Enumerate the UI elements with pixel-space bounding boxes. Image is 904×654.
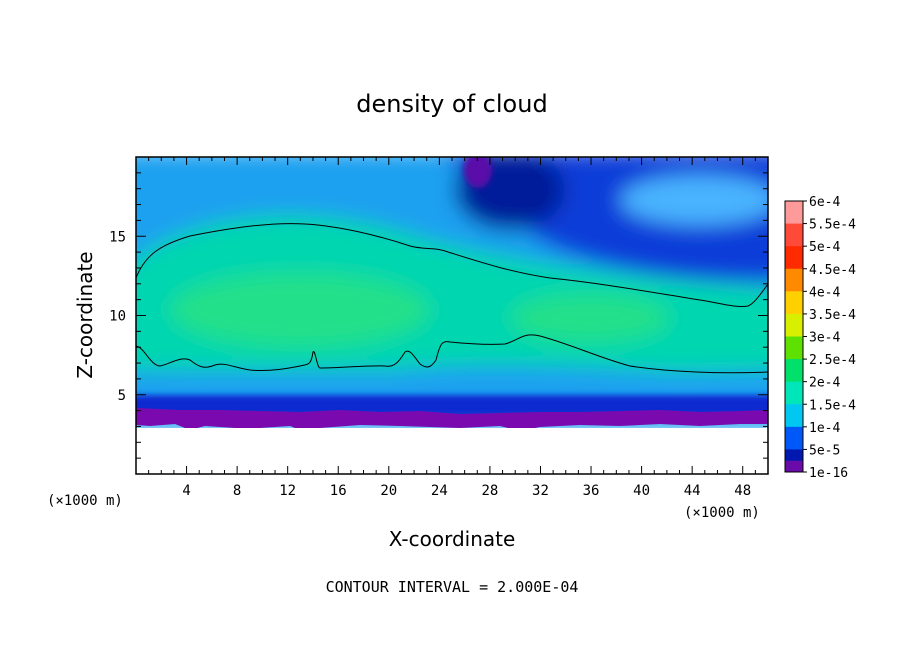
colorbar-swatch-min [785, 460, 803, 472]
contour-line-lower [136, 334, 768, 374]
field-core-right [510, 293, 670, 343]
y-axis-label: Z-coordinate [73, 251, 97, 378]
x-tick-label-9: 40 [633, 483, 650, 499]
colorbar-label-9: 1.5e-4 [809, 398, 856, 413]
colorbar-swatch-7 [785, 359, 803, 383]
x-unit-left: (×1000 m) [47, 493, 123, 509]
colorbar-swatch-3 [785, 268, 803, 292]
field-upper-right-pocket [620, 175, 768, 225]
x-tick-label-7: 32 [532, 483, 549, 499]
colorbar-label-6: 3e-4 [809, 331, 840, 346]
colorbar-swatch-0 [785, 201, 803, 225]
x-tick-label-3: 16 [330, 483, 347, 499]
chart-title: density of cloud [356, 90, 547, 118]
cloud-density-field [136, 157, 768, 474]
x-tick-label-1: 8 [233, 483, 241, 499]
colorbar-swatch-2 [785, 246, 803, 270]
colorbar-swatch-8 [785, 381, 803, 405]
colorbar-label-5: 3.5e-4 [809, 308, 856, 323]
x-unit-right: (×1000 m) [684, 505, 760, 521]
colorbar-label-2: 5e-4 [809, 240, 840, 255]
y-tick-label-1: 10 [109, 309, 126, 325]
contour-line-upper [136, 223, 768, 307]
colorbar-swatch-4 [785, 291, 803, 315]
colorbar-label-10: 1e-4 [809, 421, 840, 436]
colorbar-label-7: 2.5e-4 [809, 353, 856, 368]
x-tick-label-6: 28 [481, 483, 498, 499]
field-below-cloud-white [136, 428, 768, 474]
colorbar-label-11: 5e-5 [809, 443, 840, 458]
x-tick-label-10: 44 [684, 483, 701, 499]
x-tick-label-0: 4 [182, 483, 190, 499]
colorbar-label-3: 4.5e-4 [809, 263, 856, 278]
axis-ticks [136, 157, 768, 474]
colorbar [784, 200, 807, 473]
colorbar-swatch-5 [785, 313, 803, 337]
colorbar-labels: 6e-4 5.5e-4 5e-4 4.5e-4 4e-4 3.5e-4 3e-4 2.5e-4… [809, 195, 856, 481]
field-core-left [170, 272, 430, 348]
colorbar-label-1: 5.5e-4 [809, 218, 856, 233]
x-tick-label-2: 12 [279, 483, 296, 499]
contours [136, 223, 768, 374]
colorbar-swatch-9 [785, 404, 803, 428]
x-tick-label-8: 36 [583, 483, 600, 499]
x-tick-labels: 4 8 12 16 20 24 28 32 36 40 44 48 [182, 483, 751, 499]
y-tick-label-0: 5 [118, 388, 126, 404]
field-top-purple [464, 157, 492, 188]
colorbar-swatch-6 [785, 336, 803, 360]
field-cloud-base-purple [136, 408, 768, 432]
x-axis-label: X-coordinate [389, 527, 516, 551]
x-tick-label-4: 20 [380, 483, 397, 499]
y-tick-label-2: 15 [109, 229, 126, 245]
colorbar-label-4: 4e-4 [809, 285, 840, 300]
x-tick-label-11: 48 [734, 483, 751, 499]
contour-interval-note: CONTOUR INTERVAL = 2.000E-04 [326, 578, 579, 596]
colorbar-label-12: 1e-16 [809, 466, 848, 481]
x-tick-label-5: 24 [431, 483, 448, 499]
colorbar-label-8: 2e-4 [809, 376, 840, 391]
colorbar-swatch-1 [785, 223, 803, 247]
colorbar-label-0: 6e-4 [809, 195, 840, 210]
y-tick-labels: 5 10 15 [109, 229, 126, 404]
colorbar-swatch-10 [785, 426, 803, 450]
